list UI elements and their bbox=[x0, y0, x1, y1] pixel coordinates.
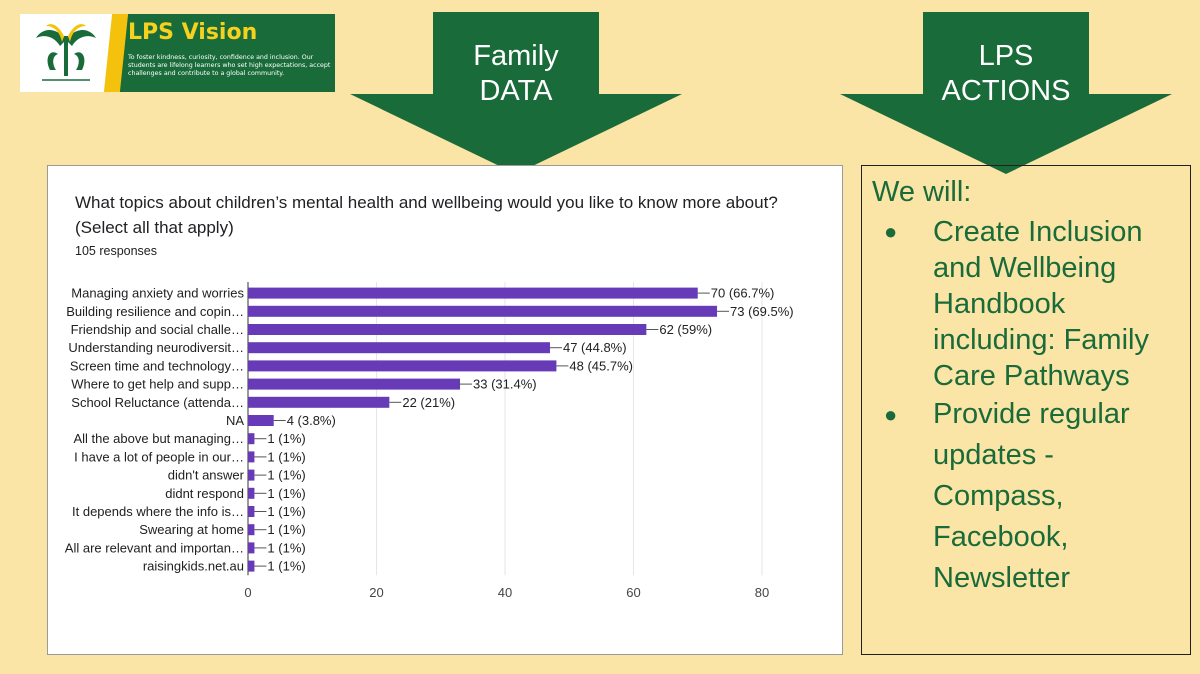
data-label: 1 (1%) bbox=[267, 504, 305, 519]
data-label: 1 (1%) bbox=[267, 468, 305, 483]
bar bbox=[248, 396, 390, 408]
category-label: All the above but managing… bbox=[73, 431, 244, 446]
bar-chart: 0 20 40 60 80 Managing anxiety and worries 70 … bbox=[65, 282, 794, 600]
data-label: 47 (44.8%) bbox=[563, 340, 627, 355]
category-label: Building resilience and copin… bbox=[66, 304, 244, 319]
data-label: 62 (59%) bbox=[659, 322, 712, 337]
data-label: 1 (1%) bbox=[267, 559, 305, 574]
action-item-text: Provide regular updates - Compass, Faceb… bbox=[933, 398, 1130, 594]
actions-heading: We will: bbox=[872, 176, 972, 208]
vision-statement: To foster kindness, curiosity, confidenc… bbox=[128, 54, 331, 77]
data-label: 1 (1%) bbox=[267, 522, 305, 537]
x-tick-label: 20 bbox=[369, 585, 383, 600]
category-label: Friendship and social challe… bbox=[71, 322, 244, 337]
bar bbox=[248, 378, 461, 390]
category-label: Where to get help and supp… bbox=[71, 377, 244, 392]
actions-label-line1: LPS bbox=[978, 40, 1034, 72]
x-tick-label: 60 bbox=[626, 585, 640, 600]
category-label: raisingkids.net.au bbox=[143, 559, 244, 574]
category-label: didnt respond bbox=[165, 486, 244, 501]
vision-banner: LPS Vision To foster kindness, curiosity… bbox=[20, 14, 335, 92]
bar bbox=[248, 360, 557, 372]
vision-title: LPS Vision bbox=[128, 20, 258, 45]
lps-actions-label: LPS ACTIONS bbox=[923, 39, 1089, 109]
survey-chart-panel: What topics about children’s mental heal… bbox=[47, 165, 843, 655]
bar bbox=[248, 542, 255, 554]
bar bbox=[248, 469, 255, 481]
bullet-icon: ● bbox=[884, 219, 898, 244]
category-label: didn't answer bbox=[168, 468, 245, 483]
category-label: NA bbox=[226, 413, 244, 428]
bar bbox=[248, 560, 255, 572]
family-data-arrow: Family DATA bbox=[350, 12, 682, 174]
data-label: 1 (1%) bbox=[267, 431, 305, 446]
data-label: 1 (1%) bbox=[267, 449, 305, 464]
bar bbox=[248, 487, 255, 499]
bar bbox=[248, 324, 647, 335]
actions-label-line2: ACTIONS bbox=[941, 75, 1071, 107]
bar bbox=[248, 342, 550, 354]
bar bbox=[248, 433, 255, 445]
bar bbox=[248, 287, 698, 299]
family-label-line2: DATA bbox=[479, 75, 553, 107]
data-label: 22 (21%) bbox=[402, 395, 455, 410]
data-label: 1 (1%) bbox=[267, 486, 305, 501]
data-label: 70 (66.7%) bbox=[711, 286, 775, 301]
data-label: 1 (1%) bbox=[267, 540, 305, 555]
bar bbox=[248, 524, 255, 536]
bar bbox=[248, 305, 718, 317]
bar bbox=[248, 415, 274, 426]
x-tick-label: 80 bbox=[755, 585, 769, 600]
family-data-label: Family DATA bbox=[433, 39, 599, 109]
x-tick-label: 40 bbox=[498, 585, 512, 600]
data-label: 48 (45.7%) bbox=[569, 358, 633, 373]
bar bbox=[248, 451, 255, 463]
category-label: Screen time and technology… bbox=[70, 358, 244, 373]
category-label: Managing anxiety and worries bbox=[71, 286, 244, 301]
x-tick-label: 0 bbox=[244, 585, 251, 600]
chart-subtitle: 105 responses bbox=[75, 244, 158, 258]
family-label-line1: Family bbox=[473, 40, 559, 72]
chart-title: What topics about children’s mental heal… bbox=[75, 193, 778, 237]
bullet-icon: ● bbox=[884, 402, 898, 427]
actions-box: We will: ● Create Inclusion and Wellbein… bbox=[861, 165, 1191, 655]
action-item-text: Create Inclusion and Wellbeing Handbook … bbox=[933, 216, 1149, 392]
data-label: 33 (31.4%) bbox=[473, 377, 537, 392]
data-label: 73 (69.5%) bbox=[730, 304, 794, 319]
lps-actions-arrow: LPS ACTIONS bbox=[840, 12, 1172, 174]
category-label: Understanding neurodiversit… bbox=[68, 340, 244, 355]
category-label: All are relevant and importan… bbox=[65, 540, 244, 555]
data-label: 4 (3.8%) bbox=[287, 413, 336, 428]
category-label: Swearing at home bbox=[139, 522, 244, 537]
bar bbox=[248, 506, 255, 517]
category-label: I have a lot of people in our… bbox=[74, 449, 244, 464]
category-label: It depends where the info is… bbox=[72, 504, 244, 519]
school-logo bbox=[20, 14, 112, 92]
category-label: School Reluctance (attenda… bbox=[71, 395, 244, 410]
